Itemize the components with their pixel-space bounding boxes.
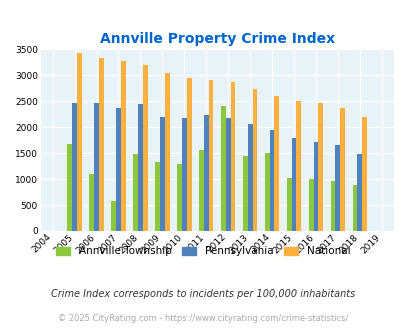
Bar	[308, 179, 313, 231]
Bar	[225, 118, 230, 231]
Bar	[72, 103, 77, 231]
Bar	[111, 201, 116, 231]
Bar	[242, 156, 247, 231]
Bar	[164, 73, 169, 231]
Bar	[330, 181, 335, 231]
Bar	[181, 118, 186, 231]
Bar	[203, 115, 208, 231]
Bar	[67, 144, 72, 231]
Bar	[264, 153, 269, 231]
Bar	[143, 65, 147, 231]
Bar	[230, 82, 235, 231]
Bar	[220, 106, 225, 231]
Bar	[339, 108, 344, 231]
Bar	[177, 164, 181, 231]
Bar	[274, 96, 279, 231]
Bar	[247, 124, 252, 231]
Title: Annville Property Crime Index: Annville Property Crime Index	[99, 32, 334, 46]
Bar	[335, 146, 339, 231]
Bar	[138, 105, 143, 231]
Bar	[99, 58, 104, 231]
Bar	[291, 138, 296, 231]
Bar	[89, 174, 94, 231]
Bar	[186, 78, 191, 231]
Bar	[94, 103, 99, 231]
Bar	[252, 89, 257, 231]
Bar	[361, 117, 366, 231]
Bar	[160, 117, 164, 231]
Bar	[356, 154, 361, 231]
Bar	[121, 61, 126, 231]
Text: © 2025 CityRating.com - https://www.cityrating.com/crime-statistics/: © 2025 CityRating.com - https://www.city…	[58, 314, 347, 323]
Text: Crime Index corresponds to incidents per 100,000 inhabitants: Crime Index corresponds to incidents per…	[51, 289, 354, 299]
Bar	[318, 103, 322, 231]
Bar	[296, 101, 301, 231]
Bar	[116, 108, 121, 231]
Bar	[286, 178, 291, 231]
Bar	[313, 142, 318, 231]
Bar	[133, 154, 138, 231]
Bar	[269, 130, 274, 231]
Bar	[352, 185, 356, 231]
Bar	[77, 53, 82, 231]
Bar	[198, 150, 203, 231]
Bar	[155, 161, 160, 231]
Legend: Annville Township, Pennsylvania, National: Annville Township, Pennsylvania, Nationa…	[51, 242, 354, 260]
Bar	[208, 80, 213, 231]
